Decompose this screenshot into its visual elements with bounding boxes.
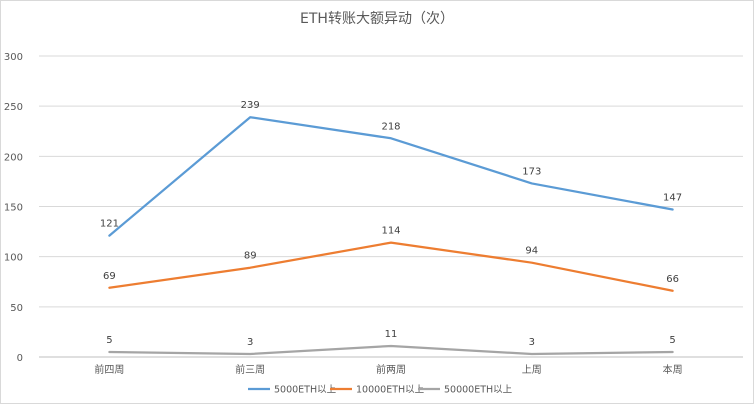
data-label: 121	[100, 219, 119, 230]
y-tick-label: 250	[4, 102, 23, 113]
y-tick-label: 50	[10, 303, 23, 314]
data-label: 3	[529, 337, 535, 348]
x-tick-label: 前三周	[235, 363, 265, 376]
data-label: 239	[241, 100, 260, 111]
legend-label: 10000ETH以上	[356, 385, 425, 396]
data-label: 114	[381, 226, 400, 237]
y-tick-label: 300	[4, 52, 23, 63]
x-axis: 前四周 前三周 前两周 上周 本周	[94, 363, 682, 376]
data-label: 218	[381, 121, 400, 132]
x-tick-label: 前四周	[94, 363, 124, 376]
data-labels: 121 239 218 173 147 69 89 114 94 66 5 3 11 3 5	[100, 100, 682, 348]
data-label: 94	[525, 246, 538, 257]
chart-title: ETH转账大额异动（次）	[300, 11, 454, 27]
y-tick-label: 0	[17, 353, 23, 364]
data-label: 66	[666, 274, 679, 285]
series-group	[108, 116, 674, 356]
y-tick-label: 100	[4, 253, 23, 264]
legend-label: 5000ETH以上	[274, 385, 337, 396]
y-tick-label: 200	[4, 152, 23, 163]
data-label: 69	[103, 271, 116, 282]
legend: 5000ETH以上 10000ETH以上 50000ETH以上	[248, 385, 513, 396]
series-line	[108, 344, 674, 356]
x-tick-label: 上周	[522, 364, 542, 376]
data-label: 11	[385, 329, 398, 340]
series-line	[108, 116, 674, 237]
y-axis: 0 50 100 150 200 250 300	[4, 52, 23, 364]
data-label: 147	[663, 193, 682, 204]
gridlines	[39, 55, 743, 358]
x-tick-label: 本周	[663, 363, 683, 376]
legend-label: 50000ETH以上	[444, 385, 513, 396]
data-label: 5	[669, 335, 675, 346]
x-tick-label: 前两周	[376, 363, 406, 376]
data-label: 5	[106, 335, 112, 346]
series-line	[108, 241, 674, 292]
y-tick-label: 150	[4, 203, 23, 214]
data-label: 3	[247, 337, 253, 348]
data-label: 89	[244, 251, 257, 262]
data-label: 173	[522, 166, 541, 177]
